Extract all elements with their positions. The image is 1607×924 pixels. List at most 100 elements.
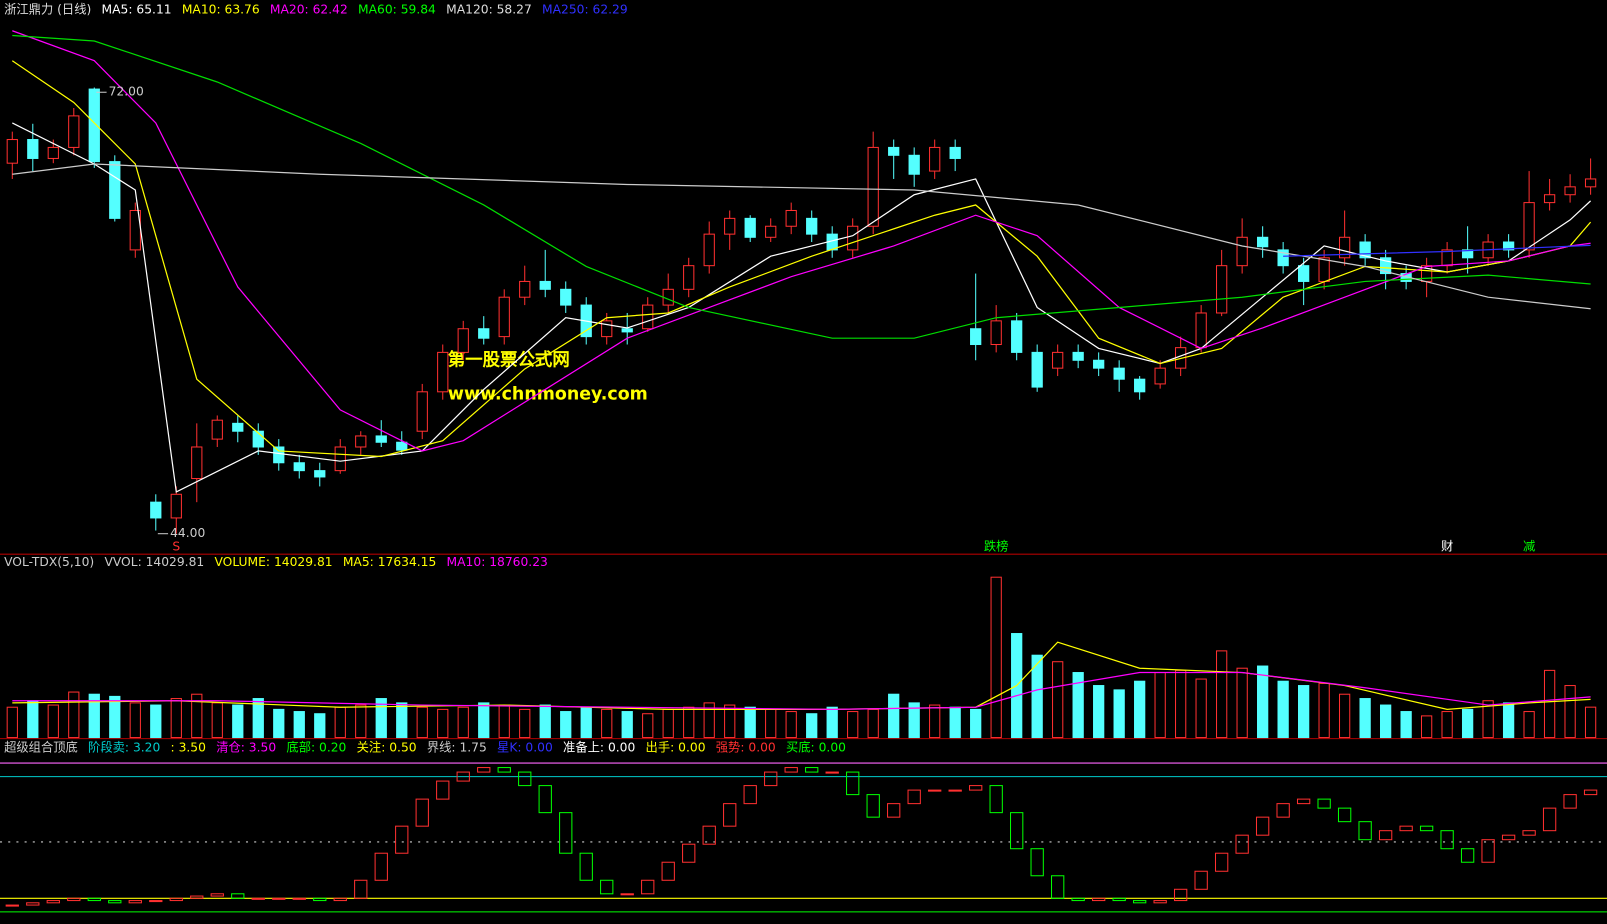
indicator-step <box>784 767 798 773</box>
candle-body <box>970 328 982 346</box>
ma-line <box>12 122 1592 493</box>
indicator-step <box>928 789 942 792</box>
indicator-step <box>1399 825 1413 832</box>
volume-bar <box>498 704 510 739</box>
candle-body <box>293 462 305 472</box>
volume-bar <box>170 698 182 739</box>
legend-item: 底部: 0.20 <box>286 739 346 754</box>
ma-line <box>12 30 1591 452</box>
volume-bar <box>129 702 141 739</box>
legend-item: 准备上: 0.00 <box>563 740 635 754</box>
candle-body <box>1195 312 1207 349</box>
candle-body <box>1093 359 1105 369</box>
volume-bar <box>621 711 633 739</box>
volume-bar <box>1584 706 1597 739</box>
candle-body <box>1338 236 1351 259</box>
indicator-step <box>354 879 368 899</box>
volume-bar <box>1379 704 1392 739</box>
indicator-step <box>436 780 450 800</box>
indicator-step <box>46 900 60 904</box>
indicator-step <box>1071 897 1085 902</box>
legend-item: 出手: 0.00 <box>646 740 706 754</box>
candle-body <box>1543 194 1556 204</box>
volume-bar <box>232 704 244 739</box>
volume-bar <box>744 706 756 739</box>
indicator-step <box>887 803 901 818</box>
volume-bar <box>1564 685 1576 739</box>
candle-body <box>703 233 715 267</box>
indicator-step <box>1378 830 1393 841</box>
volume-bar <box>396 702 408 739</box>
candle-body <box>601 320 613 338</box>
indicator-step <box>1296 798 1311 805</box>
candle-body <box>334 446 346 472</box>
volume-bar <box>601 708 613 739</box>
candle-body <box>416 391 428 432</box>
candle-body <box>867 146 879 227</box>
watermark: www.chnmoney.com <box>448 384 648 404</box>
volume-bar <box>293 711 305 739</box>
candle-body <box>1113 367 1125 380</box>
volume-bar <box>1482 700 1494 739</box>
indicator-step <box>210 893 224 897</box>
volume-bar <box>1113 689 1125 739</box>
indicator-step <box>682 843 696 863</box>
indicator-step <box>1235 834 1249 854</box>
panel-title: 浙江鼎力 (日线) <box>4 3 91 17</box>
volume-bar <box>683 706 695 739</box>
volume-bar <box>68 691 80 739</box>
indicator-step <box>415 798 429 827</box>
indicator-step <box>395 825 409 854</box>
indicator-step <box>1583 789 1598 796</box>
volume-bar <box>1543 669 1556 739</box>
indicator-step <box>169 897 183 902</box>
candle-body <box>47 146 59 159</box>
candle-body <box>1216 265 1228 314</box>
volume-bar <box>47 704 59 739</box>
volume-bar <box>970 708 982 739</box>
volume-bar <box>826 706 838 739</box>
legend-item: : 3.50 <box>171 740 206 754</box>
candle-body <box>908 154 920 175</box>
volume-bar <box>1338 693 1351 739</box>
legend-item: 关注: 0.50 <box>357 739 417 754</box>
volume-bar <box>990 576 1002 739</box>
volume-bar <box>580 706 592 739</box>
indicator-step <box>1317 798 1331 809</box>
volume-bar <box>1134 680 1146 739</box>
annotation: 72.00 <box>109 85 144 99</box>
indicator-step <box>702 825 716 845</box>
volume-bar <box>1072 672 1084 739</box>
indicator-step <box>1112 897 1126 902</box>
candle-body <box>109 161 121 219</box>
indicator-step <box>1501 834 1516 841</box>
ma-line <box>12 34 1591 339</box>
volume-bar <box>560 711 572 739</box>
candle-body <box>1359 241 1371 259</box>
volume-bar <box>1277 680 1289 739</box>
candle-body <box>232 422 244 432</box>
indicator-step <box>1010 812 1024 850</box>
indicator-step <box>1092 897 1106 902</box>
volume-bar <box>1216 650 1228 739</box>
volume-bar <box>88 693 100 739</box>
indicator-step <box>1051 875 1065 899</box>
volume-bar <box>888 693 900 739</box>
volume-bar <box>1400 711 1412 739</box>
volume-bar <box>27 700 39 739</box>
volume-bar <box>1441 711 1453 739</box>
indicator-step <box>128 900 142 904</box>
volume-bar <box>437 708 449 739</box>
volume-bar <box>662 708 674 739</box>
legend-item: MA250: 62.29 <box>542 3 628 17</box>
volume-bar <box>929 704 941 739</box>
indicator-step <box>1276 803 1290 818</box>
volume-bar <box>1154 672 1166 739</box>
candle-body <box>1379 257 1392 275</box>
indicator-step <box>579 852 593 881</box>
indicator-step <box>477 767 491 773</box>
volume-bar <box>1052 661 1064 739</box>
candle-body <box>621 328 633 333</box>
candle-body <box>724 217 736 235</box>
